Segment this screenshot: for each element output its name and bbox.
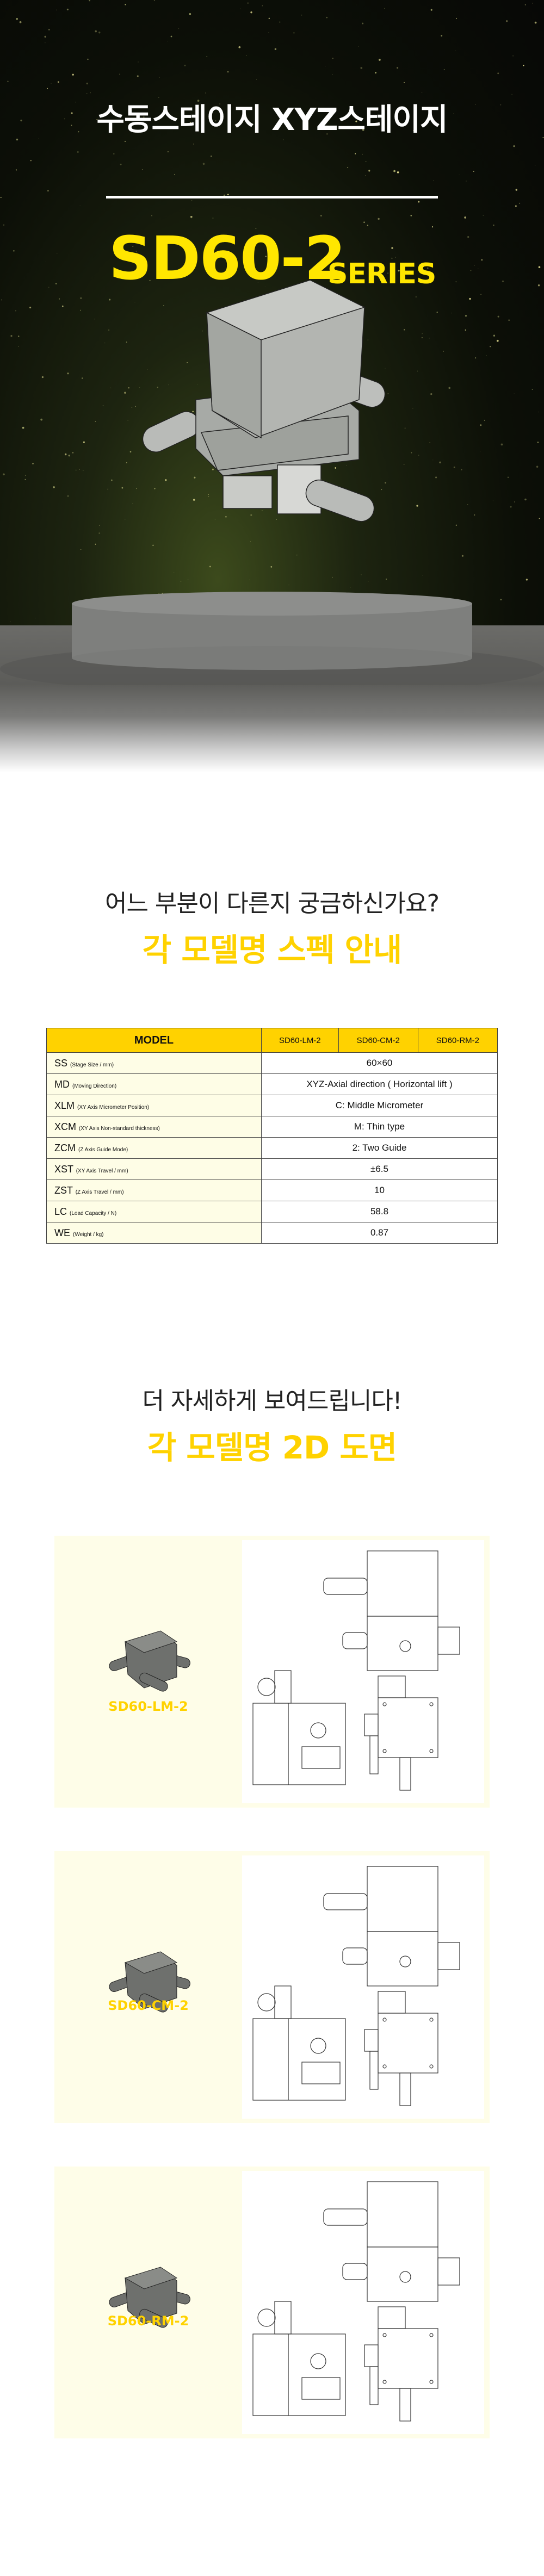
spec-label: XST (XY Axis Travel / mm) <box>46 1158 262 1180</box>
spec-description: (XY Axis Non-standard thickness) <box>79 1125 160 1132</box>
podium <box>0 592 544 685</box>
spec-description: (Weight / kg) <box>73 1231 104 1238</box>
spec-label: ZST (Z Axis Travel / mm) <box>46 1180 262 1201</box>
spec-code: ZST <box>54 1184 73 1196</box>
spec-code: XCM <box>54 1121 76 1132</box>
model-3d-thumbnail <box>109 1951 190 2013</box>
table-row: MD (Moving Direction) XYZ-Axial direction… <box>46 1073 498 1095</box>
spec-question: 어느 부분이 다른지 궁금하신가요? <box>104 890 440 917</box>
table-row: WE (Weight / kg) 0.87 <box>46 1222 498 1244</box>
drawing-question: 더 자세하게 보여드립니다! <box>142 1387 403 1415</box>
spec-value: 0.87 <box>261 1222 498 1244</box>
model-label: SD60-RM-2 <box>107 2313 189 2329</box>
spec-label: ZCM (Z Axis Guide Mode) <box>46 1137 262 1159</box>
spec-value: 58.8 <box>261 1201 498 1222</box>
spec-value: C: Middle Micrometer <box>261 1095 498 1116</box>
model-drawing-card: SD60-RM-2 <box>54 2167 490 2438</box>
model-3d-thumbnail <box>109 2267 190 2328</box>
table-row: XCM (XY Axis Non-standard thickness) M: T… <box>46 1116 498 1138</box>
spec-value: 10 <box>261 1180 498 1201</box>
hero-model-name: SD60-2 <box>109 224 346 293</box>
spec-label: XLM (XY Axis Micrometer Position) <box>46 1095 262 1116</box>
spec-label: LC (Load Capacity / N) <box>46 1201 262 1222</box>
table-row: ZCM (Z Axis Guide Mode) 2: Two Guide <box>46 1137 498 1159</box>
spec-label: XCM (XY Axis Non-standard thickness) <box>46 1116 262 1138</box>
2d-drawing-panel <box>242 2171 484 2434</box>
table-row: XST (XY Axis Travel / mm) ±6.5 <box>46 1158 498 1180</box>
spec-description: (XY Axis Travel / mm) <box>76 1168 128 1174</box>
header-model-lm: SD60-LM-2 <box>261 1028 339 1053</box>
model-drawing-card: SD60-CM-2 <box>54 1851 490 2123</box>
table-header-row: MODEL SD60-LM-2 SD60-CM-2 SD60-RM-2 <box>46 1028 498 1053</box>
spec-label: MD (Moving Direction) <box>46 1073 262 1095</box>
table-row: SS (Stage Size / mm) 60×60 <box>46 1052 498 1074</box>
spec-description: (Stage Size / mm) <box>70 1062 114 1068</box>
2d-technical-drawing <box>252 2181 460 2422</box>
spec-description: (Z Axis Travel / mm) <box>75 1189 124 1195</box>
table-row: XLM (XY Axis Micrometer Position) C: Midd… <box>46 1095 498 1116</box>
spec-label: SS (Stage Size / mm) <box>46 1052 262 1074</box>
header-model-cm: SD60-CM-2 <box>338 1028 418 1053</box>
model-label: SD60-LM-2 <box>108 1699 188 1714</box>
spec-value: XYZ-Axial direction ( Horizontal lift ) <box>261 1073 498 1095</box>
spec-label: WE (Weight / kg) <box>46 1222 262 1244</box>
header-model: MODEL <box>46 1028 262 1053</box>
spec-code: WE <box>54 1227 70 1238</box>
2d-technical-drawing <box>252 1550 460 1791</box>
model-label: SD60-CM-2 <box>108 1998 189 2013</box>
drawing-heading: 각 모델명 2D 도면 <box>147 1429 397 1466</box>
spec-value: ±6.5 <box>261 1158 498 1180</box>
model-3d-thumbnail <box>109 1630 190 1692</box>
hero-title: 수동스테이지 XYZ스테이지 <box>96 102 448 138</box>
spec-description: (XY Axis Micrometer Position) <box>77 1104 150 1110</box>
spec-code: ZCM <box>54 1142 76 1153</box>
spec-description: (Load Capacity / N) <box>70 1210 117 1216</box>
hero-series-label: SERIES <box>327 258 436 290</box>
spec-description: (Moving Direction) <box>72 1083 117 1089</box>
2d-drawing-panel <box>242 1855 484 2119</box>
header-model-rm: SD60-RM-2 <box>417 1028 498 1053</box>
spec-value: 2: Two Guide <box>261 1137 498 1159</box>
spec-code: LC <box>54 1206 67 1217</box>
spec-code: XST <box>54 1163 73 1175</box>
spec-code: MD <box>54 1078 70 1090</box>
spec-heading: 각 모델명 스펙 안내 <box>142 932 402 969</box>
hero-banner: 수동스테이지 XYZ스테이지 SD60-2 SERIES <box>0 0 544 772</box>
spec-table: MODEL SD60-LM-2 SD60-CM-2 SD60-RM-2 SS (… <box>46 1028 498 1244</box>
table-row: ZST (Z Axis Travel / mm) 10 <box>46 1180 498 1201</box>
spec-description: (Z Axis Guide Mode) <box>78 1146 128 1153</box>
spec-value: M: Thin type <box>261 1116 498 1138</box>
spec-code: SS <box>54 1057 68 1069</box>
model-drawing-card: SD60-LM-2 <box>54 1536 490 1808</box>
table-row: LC (Load Capacity / N) 58.8 <box>46 1201 498 1222</box>
xyz-stage-product-image <box>142 280 386 522</box>
hero-divider <box>106 196 438 198</box>
2d-technical-drawing <box>252 1866 460 2106</box>
2d-drawing-panel <box>242 1540 484 1803</box>
spec-code: XLM <box>54 1100 75 1111</box>
spec-value: 60×60 <box>261 1052 498 1074</box>
